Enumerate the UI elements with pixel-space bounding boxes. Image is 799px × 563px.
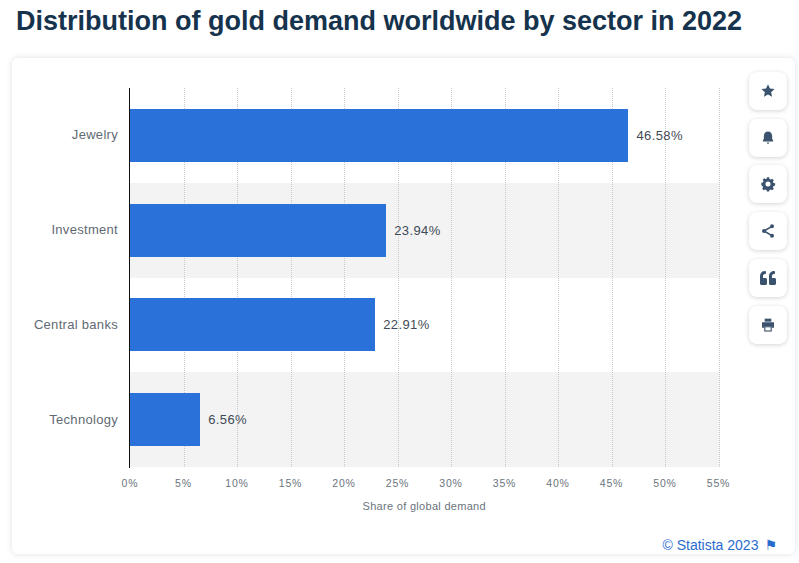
x-tick-label: 55% xyxy=(689,477,749,489)
copyright-text[interactable]: © Statista 2023 xyxy=(663,537,759,553)
category-label: Investment xyxy=(12,222,118,237)
y-axis-line xyxy=(129,88,130,468)
x-tick-label: 25% xyxy=(368,477,428,489)
x-tick-label: 5% xyxy=(154,477,214,489)
share-button[interactable] xyxy=(749,212,787,250)
x-tick-label: 0% xyxy=(100,477,160,489)
x-tick-label: 15% xyxy=(261,477,321,489)
quote-icon xyxy=(760,270,776,286)
bar-technology[interactable] xyxy=(130,393,200,446)
x-tick-label: 20% xyxy=(314,477,374,489)
bar-jewelry[interactable] xyxy=(130,109,628,162)
value-label: 22.91% xyxy=(383,298,430,351)
x-tick-label: 50% xyxy=(635,477,695,489)
x-tick-label: 30% xyxy=(421,477,481,489)
chart-card: 46.58% 23.94% 22.91% 6.56% Jewelry Investmen… xyxy=(12,58,795,554)
flag-icon[interactable]: ⚑ xyxy=(764,538,777,552)
x-axis-title: Share of global demand xyxy=(304,500,544,512)
category-label: Jewelry xyxy=(12,127,118,142)
bar-central-banks[interactable] xyxy=(130,298,375,351)
copyright[interactable]: © Statista 2023 ⚑ xyxy=(663,537,778,553)
star-icon xyxy=(760,83,776,99)
print-icon xyxy=(760,317,776,333)
gear-icon xyxy=(760,176,776,192)
settings-button[interactable] xyxy=(749,165,787,203)
x-tick-label: 40% xyxy=(528,477,588,489)
value-label: 23.94% xyxy=(394,204,441,257)
category-label: Technology xyxy=(12,412,118,427)
bar-investment[interactable] xyxy=(130,204,386,257)
print-button[interactable] xyxy=(749,306,787,344)
page-title: Distribution of gold demand worldwide by… xyxy=(16,6,742,37)
favorite-button[interactable] xyxy=(749,72,787,110)
x-tick-label: 35% xyxy=(475,477,535,489)
chart-plot-area: 46.58% 23.94% 22.91% 6.56% xyxy=(130,88,722,467)
cite-button[interactable] xyxy=(749,259,787,297)
x-tick-label: 10% xyxy=(207,477,267,489)
alerts-button[interactable] xyxy=(749,119,787,157)
share-icon xyxy=(760,223,776,239)
gridline xyxy=(719,88,720,467)
value-label: 6.56% xyxy=(208,393,247,446)
category-label: Central banks xyxy=(12,317,118,332)
value-label: 46.58% xyxy=(636,109,683,162)
x-tick-label: 45% xyxy=(582,477,642,489)
bell-icon xyxy=(760,130,776,146)
